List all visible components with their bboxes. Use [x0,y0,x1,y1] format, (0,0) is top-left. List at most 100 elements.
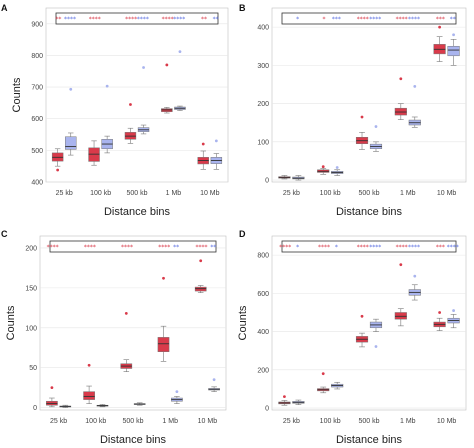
significance-stars-red: **** [396,16,408,23]
significance-stars-blue: **** [447,244,459,251]
chart-panel-a: 400 500 600 700 800 900 25 kb 100 kb 500 kb 1 Mb 1… [1,3,229,218]
y-tick-label: 0 [265,406,269,413]
outlier-point [374,125,378,128]
y-tick-label: 50 [29,365,37,372]
outlier-point [162,276,165,280]
box-blue [137,66,150,135]
outlier-point [321,165,325,169]
box-blue [292,399,305,405]
y-tick-label: 200 [25,245,37,252]
significance-stars-blue: * [296,244,299,251]
box-red [433,25,446,62]
y-tick-label: 400 [257,329,269,336]
outlier-point [124,312,128,315]
x-tick-label: 1 Mb [166,190,182,197]
panel-label: D [239,229,246,239]
x-tick-label: 10 Mb [198,418,218,425]
iqr-box [88,147,100,162]
box-red [124,103,137,144]
box-blue [369,318,383,348]
box-blue [171,390,183,404]
outlier-point [452,309,455,312]
y-tick-label: 0 [265,178,269,185]
outlier-point [360,314,364,318]
iqr-box [65,136,77,150]
outlier-point [360,115,364,119]
significance-stars-red: **** [125,16,137,23]
x-tick-label: 25 kb [283,190,300,197]
significance-stars-blue: *** [332,16,341,23]
outlier-point [56,168,60,172]
significance-stars-blue: ** [450,16,456,23]
box-red [317,165,330,175]
y-tick-label: 200 [257,101,269,108]
significance-stars-blue: **** [64,16,76,23]
significance-box [49,240,217,253]
panel-label: C [1,229,8,239]
significance-stars-red: **** [158,244,170,251]
x-tick-label: 10 Mb [437,418,457,425]
significance-box [55,12,219,25]
significance-stars-red: **** [47,244,59,251]
significance-stars-red: **** [357,16,369,23]
x-tick-label: 10 Mb [200,190,220,197]
box-red [51,148,64,172]
plot-area [39,235,227,411]
significance-stars-red: * [322,16,325,23]
outlier-point [69,87,73,91]
significance-stars-red: **** [84,244,96,251]
iqr-box [394,312,407,320]
outlier-point [413,274,417,278]
significance-stars-blue: **** [369,244,381,251]
box-red [88,140,100,166]
x-tick-label: 100 kb [90,190,111,197]
panel-label: A [1,3,8,13]
box-blue [408,274,421,301]
outlier-point [452,33,455,37]
x-tick-label: 25 kb [50,418,67,425]
box-red [197,142,209,170]
outlier-point [321,372,325,376]
outlier-point [87,363,91,367]
box-blue [174,50,186,111]
y-tick-label: 200 [257,367,269,374]
outlier-point [335,166,339,169]
plot-area [271,7,467,183]
iqr-box [447,45,460,57]
significance-stars-blue: ** [213,16,219,23]
significance-stars-red: **** [357,244,369,251]
y-axis-title: Counts [11,77,23,112]
box-blue [96,404,109,408]
box-blue [447,309,460,329]
box-red [120,312,133,372]
outlier-point [142,66,145,69]
box-red [83,363,95,404]
outlier-point [129,103,132,106]
x-tick-label: 500 kb [358,190,379,197]
box-red [194,259,207,293]
y-tick-label: 300 [257,63,269,70]
box-blue [408,84,421,128]
outlier-point [438,25,442,29]
box-blue [292,175,305,181]
y-tick-label: 400 [257,25,269,32]
box-red [157,276,170,362]
x-tick-label: 25 kb [56,190,73,197]
y-axis-title: Counts [237,305,249,340]
outlier-point [399,77,403,81]
significance-box [281,240,457,253]
x-tick-label: 500 kb [126,190,147,197]
outlier-point [178,50,182,54]
x-tick-label: 100 kb [85,418,106,425]
significance-stars-blue: **** [137,16,149,23]
box-red [278,395,291,406]
outlier-point [214,139,218,143]
box-red [355,115,369,150]
x-tick-label: 100 kb [320,418,341,425]
plot-area [45,7,229,183]
x-axis-title: Distance bins [100,434,167,446]
significance-stars-red: **** [195,244,207,251]
box-red [394,77,407,120]
outlier-point [399,263,403,267]
